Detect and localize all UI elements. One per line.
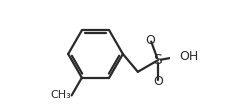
Text: O: O: [145, 34, 155, 47]
Text: O: O: [152, 75, 162, 88]
Text: S: S: [153, 53, 162, 67]
Text: CH₃: CH₃: [50, 90, 71, 100]
Text: OH: OH: [179, 50, 198, 63]
